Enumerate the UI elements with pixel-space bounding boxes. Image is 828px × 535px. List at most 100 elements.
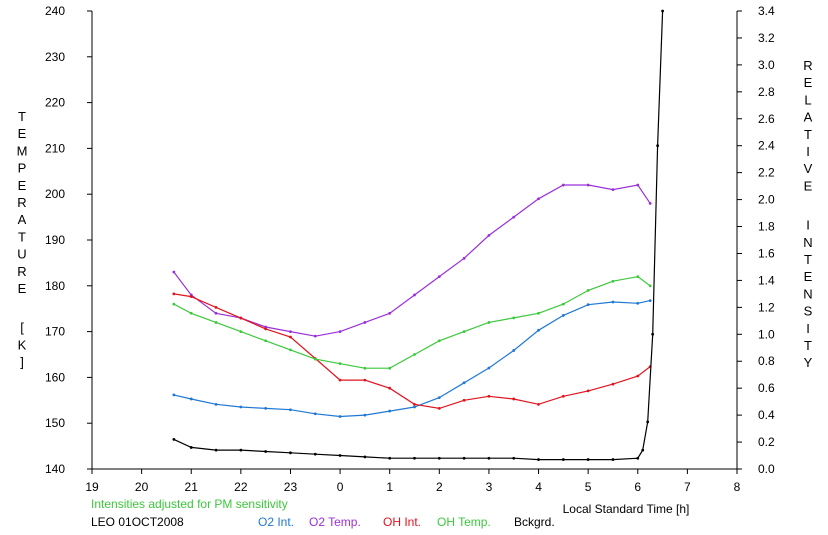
x-tick-label: 5	[585, 480, 592, 494]
y-right-label-letter: I	[806, 321, 810, 336]
y-right-label-letter: V	[804, 161, 813, 176]
series-point	[512, 349, 516, 352]
adjustment-note: Intensities adjusted for PM sensitivity	[91, 497, 288, 511]
y-left-tick-label: 190	[45, 233, 65, 247]
series-line	[173, 300, 651, 418]
series-point	[338, 362, 342, 366]
series-point	[437, 275, 441, 279]
x-tick-label: 22	[234, 480, 248, 494]
series-point	[388, 311, 392, 315]
series-point	[172, 393, 176, 397]
y-left-label-letter: M	[17, 143, 28, 158]
series-point	[437, 339, 441, 343]
y-right-label-letter: N	[803, 235, 812, 250]
series-point	[512, 456, 516, 460]
series-point	[363, 378, 367, 382]
y-right-label-letter: E	[804, 178, 813, 193]
series-point	[172, 437, 176, 441]
y-right-label-letter: L	[804, 92, 811, 107]
series-point	[586, 303, 590, 307]
station-date-label: LEO 01OCT2008	[91, 515, 184, 529]
series-point	[561, 314, 565, 317]
series-point	[214, 402, 218, 406]
y-left-label-letter: T	[18, 109, 26, 124]
x-tick-label: 19	[85, 480, 99, 494]
series-point	[586, 288, 590, 292]
series-point	[462, 398, 466, 402]
chart-series	[172, 9, 664, 461]
series-point	[462, 330, 466, 333]
series-point	[611, 382, 615, 386]
series-point	[537, 197, 540, 201]
series-point	[636, 275, 640, 279]
series-point	[437, 456, 441, 460]
x-axis-label: Local Standard Time [h]	[563, 502, 690, 516]
x-tick-label: 20	[135, 480, 149, 494]
series-point	[239, 405, 243, 409]
y-left-label-letter: K	[18, 337, 27, 352]
series-point	[313, 334, 317, 338]
series-point	[636, 301, 640, 305]
series-point	[636, 183, 640, 187]
series-point	[462, 256, 466, 260]
y-right-tick-label: 1.4	[758, 273, 775, 287]
y-right-tick-label: 1.8	[758, 220, 775, 234]
series-point	[611, 188, 615, 192]
series-point	[189, 295, 193, 298]
series-point	[561, 394, 565, 398]
y-right-label-letter: N	[803, 286, 812, 301]
y-right-label-letter: Y	[804, 355, 813, 370]
series-point	[214, 311, 218, 315]
y-left-label-letter: ]	[20, 355, 24, 370]
y-right-tick-label: 2.8	[758, 85, 775, 99]
x-tick-label: 21	[185, 480, 199, 494]
series-point	[656, 144, 660, 148]
x-tick-label: 3	[486, 480, 493, 494]
y-right-tick-label: 0.6	[758, 381, 775, 395]
series-point	[338, 378, 342, 382]
chart-ticks: 1401501601701801902002102202302400.00.20…	[45, 4, 775, 494]
series-point	[636, 456, 640, 460]
series-point	[413, 353, 416, 356]
y-right-label-letter: E	[804, 269, 813, 284]
y-left-label-letter: R	[17, 264, 26, 279]
y-right-tick-label: 2.2	[758, 166, 775, 180]
series-point	[512, 215, 516, 219]
series-point	[413, 405, 416, 409]
series-point	[537, 402, 540, 406]
series-point	[611, 279, 615, 283]
series-point	[189, 397, 193, 401]
series-point	[512, 316, 516, 320]
series-point	[313, 357, 317, 361]
series-point	[239, 316, 243, 320]
series-line	[173, 184, 651, 337]
series-point	[487, 234, 491, 237]
legend-item: OH Temp.	[437, 515, 491, 529]
legend-item: OH Int.	[383, 515, 421, 529]
series-point	[189, 311, 193, 315]
series-point	[586, 458, 590, 461]
series-line	[173, 10, 664, 461]
series-point	[537, 328, 540, 332]
y-right-label-letter: I	[806, 144, 810, 159]
series-point	[172, 270, 176, 274]
y-left-label-letter: E	[18, 178, 27, 193]
y-right-label-letter: S	[804, 304, 813, 319]
series-point	[388, 386, 392, 390]
series-point	[264, 450, 268, 453]
y-left-tick-label: 180	[45, 279, 65, 293]
y-left-label-letter: U	[17, 247, 26, 262]
series-point	[338, 415, 342, 418]
series-point	[462, 381, 466, 385]
y-right-tick-label: 1.0	[758, 327, 775, 341]
y-left-label-letter: R	[17, 195, 26, 210]
y-right-tick-label: 2.6	[758, 112, 775, 126]
y-left-tick-label: 230	[45, 50, 65, 64]
series-point	[313, 412, 317, 416]
series-point	[239, 330, 243, 333]
series-point	[648, 284, 652, 288]
y-right-label-letter: E	[804, 75, 813, 90]
y-right-label-letter: T	[804, 127, 812, 142]
x-tick-label: 23	[284, 480, 298, 494]
